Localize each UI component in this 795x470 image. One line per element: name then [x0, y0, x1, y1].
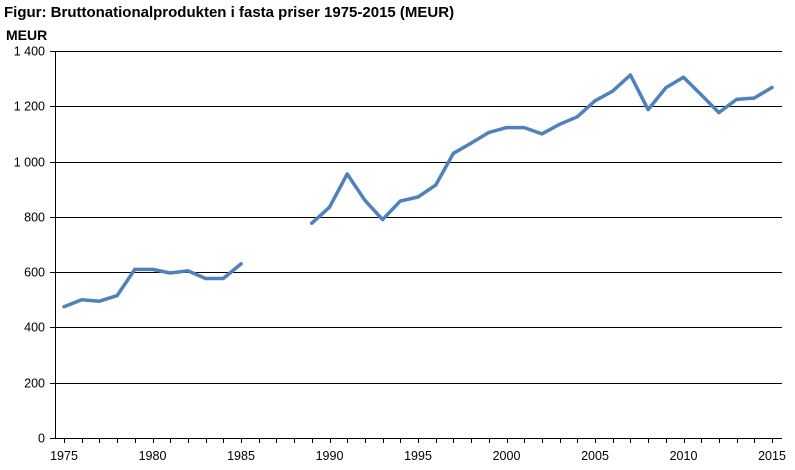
- data-point: [646, 108, 650, 112]
- x-tick-label: 1995: [404, 449, 432, 463]
- data-point: [699, 93, 703, 97]
- data-point: [611, 89, 615, 93]
- data-point: [451, 151, 455, 155]
- y-tick-label: 600: [24, 266, 45, 280]
- data-point: [80, 298, 84, 302]
- data-point: [628, 73, 633, 77]
- data-point: [133, 267, 137, 271]
- data-point: [239, 262, 243, 266]
- y-tick-label: 1 400: [14, 45, 45, 59]
- x-tick-label: 1980: [139, 449, 167, 463]
- x-tick-label: 2010: [670, 449, 698, 463]
- data-point: [487, 130, 491, 135]
- data-point: [735, 97, 739, 101]
- data-point: [363, 198, 367, 202]
- series-layer: [62, 73, 774, 309]
- data-point: [770, 85, 774, 90]
- x-tick-label: 1990: [316, 449, 344, 463]
- y-axis-unit-label: MEUR: [6, 27, 48, 43]
- y-tick-label: 1 000: [14, 156, 45, 170]
- chart-title: Figur: Bruttonationalprodukten i fasta p…: [4, 4, 455, 21]
- y-tick-label: 1 200: [14, 100, 45, 114]
- data-point: [62, 305, 66, 309]
- y-tick-label: 800: [24, 211, 45, 225]
- data-point: [115, 294, 119, 298]
- data-point: [664, 86, 668, 90]
- data-point: [575, 115, 579, 119]
- x-tick-label: 1985: [227, 449, 255, 463]
- y-tick-label: 0: [38, 432, 45, 446]
- x-tick-label: 2015: [758, 449, 786, 463]
- data-point: [204, 276, 208, 281]
- series-line-segment: [310, 73, 774, 225]
- data-point: [381, 218, 385, 222]
- data-point: [540, 132, 544, 136]
- x-tick-label: 2005: [581, 449, 609, 463]
- data-point: [522, 126, 526, 130]
- x-tick-label: 2000: [493, 449, 521, 463]
- data-point: [504, 126, 509, 130]
- grid-lines: [55, 51, 782, 384]
- data-point: [97, 299, 101, 303]
- data-point: [593, 99, 597, 103]
- y-tick-label: 200: [24, 377, 45, 391]
- data-point: [150, 267, 155, 271]
- y-tick-label: 400: [24, 321, 45, 335]
- data-point: [752, 96, 756, 100]
- data-point: [717, 111, 721, 115]
- data-point: [681, 75, 686, 79]
- data-point: [186, 269, 190, 273]
- data-point: [416, 195, 420, 199]
- x-tick-label: 1975: [50, 449, 78, 463]
- data-point: [398, 199, 402, 203]
- data-point: [434, 183, 438, 187]
- data-point: [345, 172, 349, 176]
- data-point: [327, 205, 332, 209]
- data-point: [558, 122, 562, 126]
- data-point: [469, 141, 473, 145]
- tick-labels: 0 200 400 600 800 1 000 1 200 1 400 1975 1980 1985…: [14, 45, 786, 464]
- data-point: [221, 276, 225, 281]
- data-point: [168, 271, 172, 275]
- data-point: [310, 221, 314, 225]
- axes: [50, 51, 782, 443]
